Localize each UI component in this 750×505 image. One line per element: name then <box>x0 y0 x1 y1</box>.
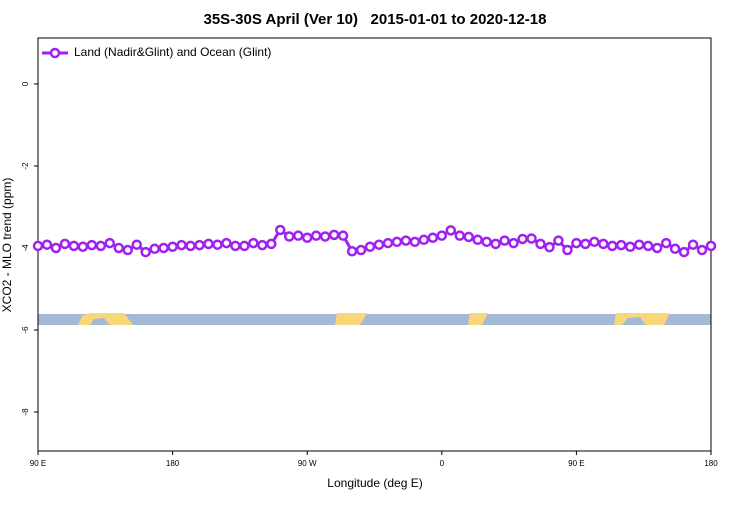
data-point <box>292 230 304 241</box>
data-point <box>633 239 645 250</box>
data-point <box>158 242 169 254</box>
data-point <box>651 242 663 254</box>
data-point <box>490 238 501 250</box>
data-point <box>373 239 385 250</box>
data-point <box>203 238 214 250</box>
data-point <box>382 237 394 249</box>
data-point <box>230 240 241 252</box>
data-point <box>472 234 483 246</box>
data-point <box>508 237 519 249</box>
data-point <box>445 225 457 236</box>
data-point <box>553 235 564 246</box>
data-point <box>104 237 116 249</box>
data-point <box>50 242 62 254</box>
x-axis-label: Longitude (deg E) <box>327 476 422 490</box>
data-point <box>616 239 627 251</box>
x-tick-label: 0 <box>440 459 445 468</box>
data-point <box>589 236 600 248</box>
data-point <box>284 231 295 242</box>
y-tick-label: -2 <box>21 162 30 170</box>
data-point <box>41 239 53 250</box>
legend-label: Land (Nadir&Glint) and Ocean (Glint) <box>74 45 271 59</box>
x-tick-label: 90 E <box>30 459 46 468</box>
data-point <box>355 244 367 256</box>
data-point <box>409 236 421 248</box>
data-point <box>68 240 80 252</box>
data-point <box>678 246 690 258</box>
data-point <box>660 237 672 249</box>
data-point <box>364 241 376 253</box>
y-tick-label: -4 <box>21 244 30 252</box>
data-point <box>535 238 546 250</box>
data-point <box>212 239 223 250</box>
data-point <box>624 241 636 253</box>
y-tick-label: -8 <box>21 408 30 416</box>
data-point <box>266 238 277 250</box>
data-point <box>571 237 582 249</box>
data-point <box>176 239 187 251</box>
data-point <box>113 242 125 254</box>
data-point <box>122 244 133 256</box>
data-point <box>669 243 681 255</box>
data-point <box>607 240 618 252</box>
data-point <box>319 231 331 242</box>
data-point <box>337 230 349 241</box>
data-point <box>562 244 573 256</box>
data-point <box>310 230 322 241</box>
data-point <box>642 240 654 252</box>
legend-marker <box>49 47 61 59</box>
data-point <box>275 224 286 236</box>
x-tick-label: 90 W <box>298 459 317 468</box>
data-point <box>517 233 528 245</box>
data-point <box>86 239 98 251</box>
chart-title: 35S-30S April (Ver 10) 2015-01-01 to 202… <box>204 11 547 28</box>
data-point <box>418 234 430 246</box>
data-point <box>59 238 71 250</box>
data-point <box>77 241 89 253</box>
data-point <box>301 232 313 243</box>
data-point <box>328 229 340 241</box>
data-point <box>598 238 609 250</box>
data-point <box>687 239 699 250</box>
data-point <box>149 243 160 255</box>
data-point <box>463 231 474 243</box>
data-point <box>248 237 259 249</box>
data-point <box>499 235 510 246</box>
data-point <box>427 232 439 243</box>
data-point <box>346 246 358 257</box>
data-point <box>481 236 492 248</box>
data-point <box>221 237 232 249</box>
data-point <box>436 230 448 241</box>
data-point <box>239 240 250 252</box>
data-point <box>32 240 44 252</box>
data-point <box>454 230 465 241</box>
data-point <box>140 246 151 258</box>
data-point <box>95 240 107 252</box>
x-tick-label: 180 <box>166 459 180 468</box>
data-point <box>257 239 268 251</box>
data-point <box>696 244 708 256</box>
y-tick-label: -6 <box>21 326 30 334</box>
y-tick-label: 0 <box>21 81 30 86</box>
x-tick-label: 90 E <box>568 459 584 468</box>
data-point <box>580 238 591 250</box>
land-ocean-strip <box>38 313 711 325</box>
data-point <box>544 241 555 253</box>
data-point <box>391 236 403 248</box>
data-point <box>194 239 205 251</box>
y-axis-label: XCO2 - MLO trend (ppm) <box>0 178 14 313</box>
data-point <box>167 241 178 253</box>
data-point <box>705 240 717 252</box>
data-point <box>400 235 412 246</box>
x-tick-label: 180 <box>704 459 718 468</box>
data-point <box>526 233 537 244</box>
data-point <box>185 240 196 252</box>
data-point <box>131 239 142 250</box>
